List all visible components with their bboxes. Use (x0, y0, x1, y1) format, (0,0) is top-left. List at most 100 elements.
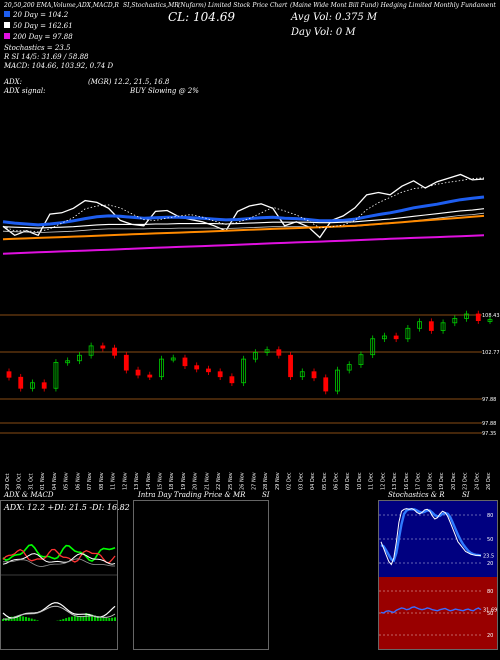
date-label: 15 Nov (158, 472, 164, 490)
macd-bar (19, 616, 22, 621)
candle-body (18, 376, 24, 389)
stoch-tick-label: 80 (487, 513, 493, 519)
candle-body (229, 376, 235, 384)
adx-panel-title: ADX & MACD (4, 491, 54, 499)
rsi-readout: R SI 14/5: 31.69 / 58.88 (4, 53, 89, 61)
plus-di-line (2, 544, 116, 563)
minus-di-line (2, 548, 116, 564)
ma-series-dotted (2, 177, 485, 233)
candle-body (112, 347, 117, 356)
macd-bar (68, 617, 71, 621)
date-label: 13 Dec (392, 472, 398, 490)
macd-bar (36, 620, 39, 621)
rsi-tick-label: 50 (487, 611, 493, 617)
candle-body (30, 382, 35, 389)
ema200-readout: 200 Day = 97.88 (4, 33, 73, 42)
price-level-label: 102.77 (482, 350, 500, 356)
stoch-panel-title: Stochastics & R (388, 491, 445, 499)
date-label: 01 Nov (40, 472, 46, 490)
buy-signal: BUY Slowing @ 2% (130, 87, 199, 95)
stoch-tick-label: 20 (487, 561, 493, 567)
ema20-swatch (4, 11, 10, 17)
macd-signal-line (2, 605, 116, 620)
adx-macd-svg (1, 544, 117, 621)
rsi-line (380, 606, 482, 614)
candle-body (288, 354, 293, 378)
adx-label: ADX: (4, 78, 23, 86)
rsi-background (379, 577, 497, 649)
ma-series-ema-20 (2, 195, 485, 227)
rsi-last-value: 31.69 (483, 608, 497, 614)
macd-bar (99, 617, 102, 621)
date-label: 31 Oct (29, 473, 35, 490)
stoch-rsi-svg: 80 50 20 23.5 80 50 20 31.69 (379, 501, 497, 649)
price-level-label: 97.88 (482, 397, 496, 403)
adx-values: (MGR) 12.2, 21.5, 16.8 (88, 78, 170, 86)
adx-ref-line (2, 558, 115, 567)
candle-body (393, 335, 399, 340)
date-label: 14 Nov (146, 472, 152, 490)
stoch-rsi-panel: 80 50 20 23.5 80 50 20 31.69 (378, 500, 498, 650)
candlestick-chart: 108.43 102.77 97.88 97.88 97.35 (0, 310, 500, 437)
macd-bar (93, 615, 96, 621)
adx-signal-label: ADX signal: (4, 87, 46, 95)
candle-body (417, 321, 423, 329)
date-label: 29 Oct (5, 473, 11, 490)
candle-body (88, 345, 94, 356)
candle-body (276, 349, 282, 356)
price-level-label: 97.88 (482, 421, 496, 427)
macd-bar (70, 616, 73, 621)
macd-bar (76, 616, 79, 621)
macd-bar (111, 617, 114, 621)
date-label: 19 Nov (181, 472, 187, 490)
date-label: 26 Nov (240, 472, 246, 490)
header-company: (Nufarm) Limited Stock Price Chart (178, 2, 288, 9)
macd-bar (2, 619, 4, 621)
date-label: 04 Dec (310, 472, 316, 490)
date-label: 11 Nov (111, 472, 117, 490)
candle-body (358, 354, 364, 366)
macd-bar (24, 616, 27, 621)
macd-bar (13, 616, 16, 621)
stoch-d-line (380, 508, 482, 563)
candle-body (452, 317, 458, 324)
macd-bar (82, 616, 85, 621)
macd-line (2, 602, 116, 619)
candle-body (405, 327, 411, 340)
macd-bar (27, 617, 30, 621)
price-level-label: 108.43 (482, 313, 500, 319)
ma-series-ema-200 (2, 234, 485, 255)
macd-bar (108, 617, 111, 621)
date-label: 25 Nov (228, 472, 234, 490)
stoch-panel-si: SI (462, 491, 470, 499)
candle-body (464, 313, 469, 319)
close-price: CL: 104.69 (168, 10, 235, 24)
date-label: 16 Dec (404, 472, 410, 490)
date-label: 22 Nov (216, 472, 222, 490)
candle-body (76, 354, 82, 362)
stoch-lines: 23.5 (380, 508, 494, 566)
date-label: 28 Nov (263, 472, 269, 490)
candle-body (335, 369, 340, 392)
stoch-last-value: 23.5 (483, 554, 494, 560)
date-label: 26 Dec (486, 472, 492, 490)
ema50-readout: 50 Day = 162.61 (4, 22, 73, 31)
date-label: 23 Dec (463, 472, 469, 490)
intraday-panel (133, 500, 269, 650)
macd-readout: MACD: 104.66, 103.92, 0.74 D (4, 62, 114, 70)
date-label: 24 Dec (474, 472, 480, 490)
ema20-label: 20 Day = 104.2 (13, 11, 69, 19)
macd-bar (73, 616, 76, 621)
candle-body (264, 349, 270, 353)
date-label: 12 Dec (380, 472, 386, 490)
candle-body (241, 358, 247, 384)
candle-body (6, 371, 12, 378)
candle-body (428, 321, 434, 331)
date-label: 06 Nov (75, 472, 81, 490)
candle-body (135, 369, 141, 376)
date-label: 07 Nov (87, 472, 93, 490)
header-indicators: 20,50,200 EMA,Volume,ADX,MACD,R (4, 2, 119, 9)
header-oscillators: SI,Stochastics,MR (123, 2, 179, 9)
intraday-panel-si: SI (262, 491, 270, 499)
candle-body (159, 358, 164, 378)
